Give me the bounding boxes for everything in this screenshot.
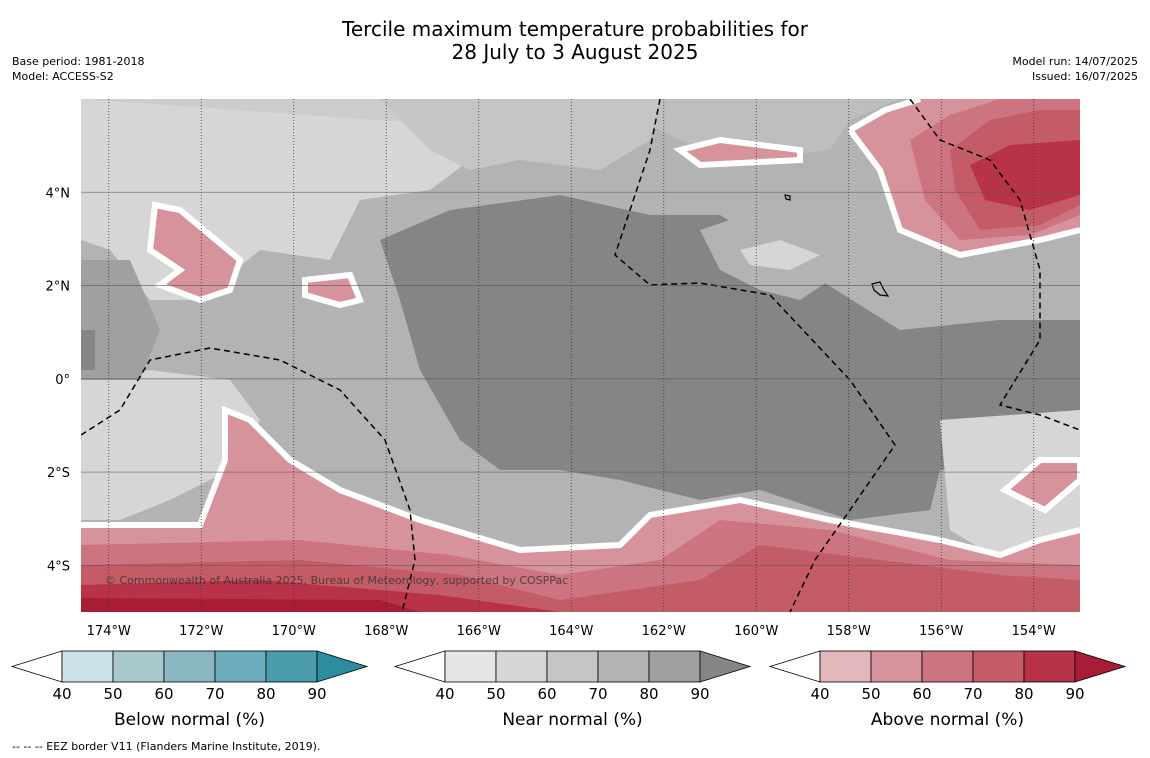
lon-label: 156°W <box>919 624 963 639</box>
legend-swatch <box>265 650 318 683</box>
legend-swatch <box>214 650 267 683</box>
legend-tick: 60 <box>912 685 931 703</box>
legend-tick: 90 <box>307 685 326 703</box>
eez-borders <box>81 99 1080 612</box>
lon-label: 154°W <box>1012 624 1056 639</box>
legend-tick: 80 <box>256 685 275 703</box>
legend-tick: 40 <box>435 685 454 703</box>
legend-swatch <box>870 650 923 683</box>
contour-west-patch <box>146 201 244 304</box>
legend-tick: 60 <box>537 685 556 703</box>
lon-label: 160°W <box>734 624 778 639</box>
graticule <box>81 99 1080 612</box>
island-outlines <box>784 194 890 297</box>
legend-tick: 90 <box>1065 685 1084 703</box>
legend-tick: 60 <box>154 685 173 703</box>
colour-legends: 40 50 60 70 80 90 Below normal (%) 40 50 60 70 80 90… <box>10 650 1127 730</box>
lat-label: 4°S <box>47 559 70 574</box>
legend-upper-arrow <box>316 650 369 683</box>
legend-upper-arrow <box>1074 650 1127 683</box>
legend-swatch <box>495 650 548 683</box>
near-50-island <box>740 240 820 270</box>
above-90-south <box>81 598 420 612</box>
eez-border-central <box>614 99 896 612</box>
latitude-labels: 4°N 2°N 0° 2°S 4°S <box>46 186 71 574</box>
near-50-south-west <box>81 370 260 520</box>
lon-label: 158°W <box>827 624 871 639</box>
legend-tick: 40 <box>52 685 71 703</box>
legend-below: 40 50 60 70 80 90 Below normal (%) <box>10 650 369 730</box>
legend-lower-arrow <box>393 650 446 683</box>
legend-swatch <box>921 650 974 683</box>
legend-swatch <box>597 650 650 683</box>
eez-border-east <box>909 99 1080 431</box>
legend-swatch <box>1023 650 1076 683</box>
lat-label: 2°N <box>46 280 71 295</box>
legend-swatch <box>112 650 165 683</box>
chart-title: Tercile maximum temperature probabilitie… <box>0 18 1150 64</box>
lon-label: 162°W <box>642 624 686 639</box>
lat-label: 4°N <box>46 186 71 201</box>
above-normal-shading <box>81 99 1080 612</box>
near-80-west <box>81 260 160 380</box>
legend-tick: 50 <box>103 685 122 703</box>
legend-tick: 70 <box>963 685 982 703</box>
legend-tick: 90 <box>690 685 709 703</box>
legend-lower-arrow <box>768 650 821 683</box>
legend-tick: 70 <box>588 685 607 703</box>
legend-swatch <box>819 650 872 683</box>
title-line-1: Tercile maximum temperature probabilitie… <box>342 17 808 41</box>
model-info: Base period: 1981-2018 Model: ACCESS-S2 <box>12 54 144 84</box>
legend-label: Above normal (%) <box>871 710 1024 730</box>
longitude-labels: 174°W 172°W 170°W 168°W 166°W 164°W 162°W 160°W… <box>87 624 1056 639</box>
lat-label: 0° <box>55 373 70 388</box>
legend-tick: 80 <box>639 685 658 703</box>
copyright-notice: © Commonwealth of Australia 2025, Bureau… <box>105 574 568 587</box>
issued-date: Issued: 16/07/2025 <box>1031 70 1138 83</box>
near-90-west-edge <box>81 330 95 370</box>
eez-border-west <box>81 347 416 612</box>
title-line-2: 28 July to 3 August 2025 <box>451 40 699 64</box>
model-name: Model: ACCESS-S2 <box>12 70 114 83</box>
legend-swatch <box>972 650 1025 683</box>
legend-tick: 50 <box>486 685 505 703</box>
near-90-core <box>380 195 1080 520</box>
lon-label: 164°W <box>549 624 593 639</box>
legend-swatch <box>61 650 114 683</box>
contour-south <box>81 405 1080 559</box>
eez-footnote: -- -- -- EEZ border V11 (Flanders Marine… <box>12 740 321 753</box>
legend-lower-arrow <box>10 650 63 683</box>
legend-upper-arrow <box>699 650 752 683</box>
base-period: Base period: 1981-2018 <box>12 55 145 68</box>
lon-label: 166°W <box>457 624 501 639</box>
legend-tick: 50 <box>861 685 880 703</box>
lon-label: 170°W <box>272 624 316 639</box>
legend-swatch <box>546 650 599 683</box>
forty-percent-contours <box>81 99 1080 559</box>
run-info: Model run: 14/07/2025 Issued: 16/07/2025 <box>1012 54 1138 84</box>
legend-swatch <box>163 650 216 683</box>
legend-label: Near normal (%) <box>502 710 642 730</box>
contour-east-patch <box>999 457 1080 514</box>
lon-label: 172°W <box>179 624 223 639</box>
model-run: Model run: 14/07/2025 <box>1012 55 1138 68</box>
legend-swatch <box>648 650 701 683</box>
lat-label: 2°S <box>47 466 70 481</box>
contour-north-patch <box>673 136 803 169</box>
legend-swatch <box>444 650 497 683</box>
legend-above: 40 50 60 70 80 90 Above normal (%) <box>768 650 1127 730</box>
lon-label: 174°W <box>87 624 131 639</box>
contour-center-patch <box>302 271 365 309</box>
island-outline-small <box>784 194 791 201</box>
legend-tick: 70 <box>205 685 224 703</box>
legend-near: 40 50 60 70 80 90 Near normal (%) <box>393 650 752 730</box>
legend-tick: 80 <box>1014 685 1033 703</box>
map-area <box>81 99 1080 612</box>
island-outline <box>871 281 890 297</box>
contour-north-east <box>847 99 1080 259</box>
legend-label: Below normal (%) <box>114 710 265 730</box>
lon-label: 168°W <box>364 624 408 639</box>
legend-tick: 40 <box>810 685 829 703</box>
